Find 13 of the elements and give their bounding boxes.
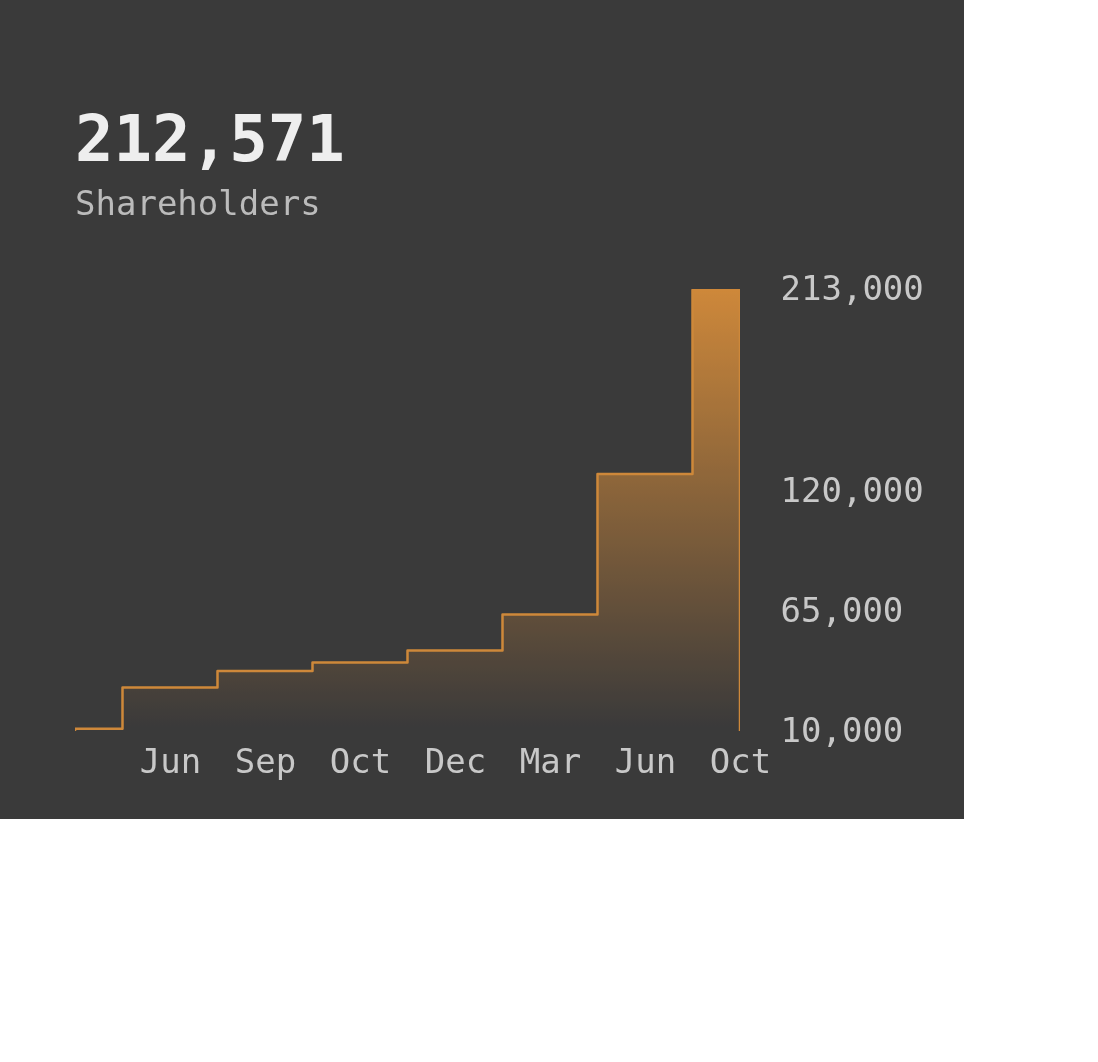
x-tick-label: Oct <box>329 740 392 781</box>
x-tick-label: Jun <box>139 740 202 781</box>
y-tick-label: 213,000 <box>780 267 924 308</box>
chart-subtitle: Shareholders <box>75 183 321 223</box>
y-tick-label: 10,000 <box>780 709 904 750</box>
x-tick-label: Dec <box>424 740 487 781</box>
x-tick-label: Mar <box>519 740 582 781</box>
x-tick-label: Jun <box>614 740 677 781</box>
y-tick-label: 120,000 <box>780 469 924 510</box>
x-tick-label: Oct <box>709 740 772 781</box>
y-tick-label: 65,000 <box>780 589 904 630</box>
chart-title: 212,571 <box>75 102 345 176</box>
x-tick-label: Sep <box>234 740 297 781</box>
